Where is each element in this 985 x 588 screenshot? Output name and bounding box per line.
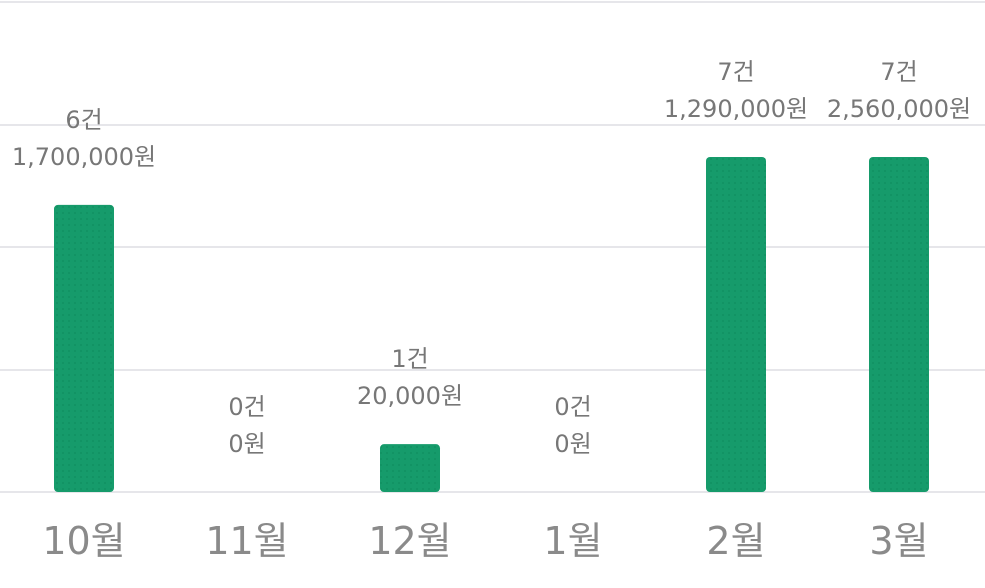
bar-count-label: 7건 xyxy=(717,58,754,86)
bar-count-label: 6건 xyxy=(65,106,102,134)
x-tick-label: 3월 xyxy=(869,519,928,563)
bar-count-label: 1건 xyxy=(391,345,428,373)
x-tick-label: 12월 xyxy=(368,519,451,563)
x-tick-label: 11월 xyxy=(205,519,288,563)
x-tick-label: 1월 xyxy=(543,519,602,563)
x-tick-label: 10월 xyxy=(42,519,125,563)
bar-amount-label: 0원 xyxy=(228,430,265,458)
bar-amount-label: 20,000원 xyxy=(357,382,463,410)
bar-amount-label: 0원 xyxy=(554,430,591,458)
bar-amount-label: 1,290,000원 xyxy=(664,95,808,123)
bar-count-label: 0건 xyxy=(228,393,265,421)
bar-texture xyxy=(869,157,929,492)
bar-count-label: 0건 xyxy=(554,393,591,421)
bar-count-label: 7건 xyxy=(880,58,917,86)
bar-texture xyxy=(706,157,766,492)
bar-amount-label: 1,700,000원 xyxy=(12,143,156,171)
bar-texture xyxy=(380,444,440,492)
bar-texture xyxy=(54,204,114,492)
bar-amount-label: 2,560,000원 xyxy=(827,95,971,123)
x-tick-label: 2월 xyxy=(706,519,765,563)
